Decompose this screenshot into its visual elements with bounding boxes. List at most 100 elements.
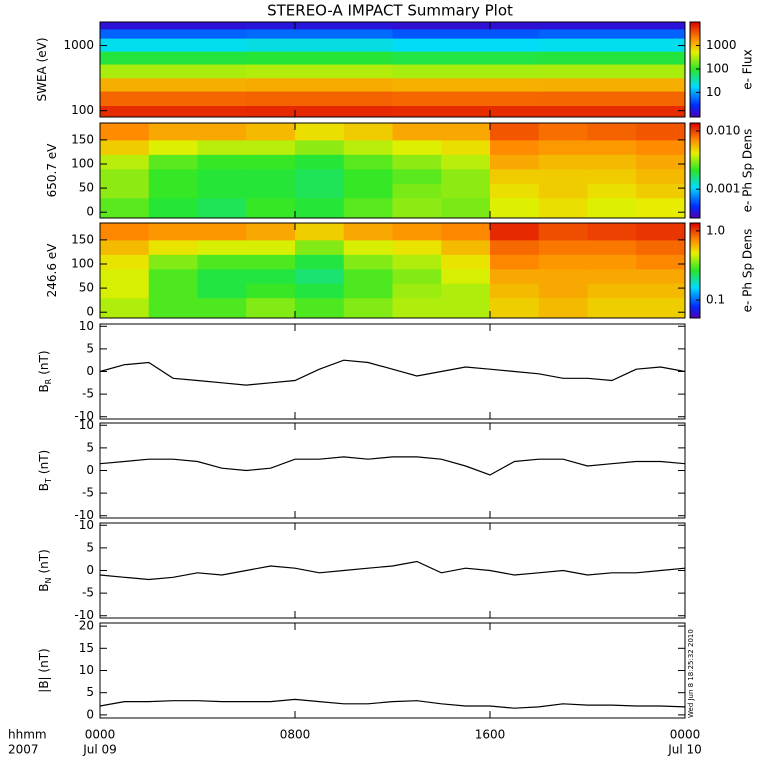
data-line xyxy=(99,560,686,581)
heatmap-cell xyxy=(538,28,686,39)
heatmap-cell xyxy=(148,283,198,299)
heatmap-cell xyxy=(538,268,588,284)
heatmap-cell xyxy=(392,254,442,270)
heatmap-cell xyxy=(148,139,198,155)
heatmap-cell xyxy=(246,22,393,30)
heatmap-cell xyxy=(490,239,540,255)
heatmap-cell xyxy=(148,168,198,184)
y-axis-label: BR (nT) xyxy=(37,350,54,392)
heatmap-cell xyxy=(441,239,491,255)
data-line xyxy=(99,359,686,386)
heatmap-cell xyxy=(246,139,296,155)
y-tick-label: -5 xyxy=(82,486,94,500)
y-axis-label-sub: T xyxy=(44,478,53,484)
heatmap-cell xyxy=(343,168,393,184)
y-tick-label: 100 xyxy=(71,103,94,117)
heatmap-cell xyxy=(587,254,637,270)
x-tick-label: 0000 xyxy=(85,728,116,742)
heatmap-cell xyxy=(148,154,198,170)
heatmap-cell xyxy=(246,197,296,219)
y-axis-label: BT (nT) xyxy=(37,450,54,491)
heatmap-cell xyxy=(538,77,686,92)
heatmap-cell xyxy=(538,239,588,255)
heatmap-cell xyxy=(538,197,588,219)
heatmap-cell xyxy=(295,183,345,199)
heatmap-cell xyxy=(148,223,198,241)
y-axis-label: SWEA (eV) xyxy=(35,37,49,101)
heatmap-cell xyxy=(441,268,491,284)
y-tick-label: -5 xyxy=(82,586,94,600)
heatmap-cell xyxy=(587,197,637,219)
heatmap-cell xyxy=(148,297,198,319)
heatmap-cell xyxy=(538,297,588,319)
colorbar-label: e- Ph Sp Dens xyxy=(741,129,755,213)
colorbar-tick-label: 0.1 xyxy=(706,293,725,307)
heatmap-cell xyxy=(441,139,491,155)
heatmap-cell xyxy=(343,197,393,219)
heatmap-cell xyxy=(343,254,393,270)
heatmap-cell xyxy=(295,283,345,299)
colorbar xyxy=(689,21,701,118)
heatmap-cell xyxy=(100,38,247,52)
heatmap-cell xyxy=(246,168,296,184)
heatmap-cell xyxy=(392,22,540,30)
heatmap-cell xyxy=(197,154,247,170)
panel-frame xyxy=(99,21,686,118)
heatmap-cell xyxy=(587,239,637,255)
colorbar-tick-label: 1000 xyxy=(706,38,737,52)
heatmap-cell xyxy=(295,154,345,170)
heatmap-cell xyxy=(392,154,442,170)
heatmap-cell xyxy=(100,254,150,270)
data-line xyxy=(99,698,686,709)
heatmap-cell xyxy=(100,139,150,155)
heatmap-cell xyxy=(490,139,540,155)
x-tick-label: 0000 xyxy=(670,728,701,742)
heatmap-cell xyxy=(197,297,247,319)
heatmap-cell xyxy=(636,239,686,255)
heatmap-cell xyxy=(636,139,686,155)
heatmap-cell xyxy=(490,297,540,319)
y-tick-label: 0 xyxy=(86,305,94,319)
heatmap-cell xyxy=(538,183,588,199)
y-tick-label: 1000 xyxy=(63,38,94,52)
heatmap-cell xyxy=(490,183,540,199)
y-tick-label: 5 xyxy=(86,685,94,699)
heatmap-cell xyxy=(587,123,637,141)
heatmap-cell xyxy=(636,297,686,319)
heatmap-cell xyxy=(538,168,588,184)
heatmap-cell xyxy=(441,297,491,319)
heatmap-cell xyxy=(636,254,686,270)
heatmap-cell xyxy=(148,123,198,141)
heatmap-cell xyxy=(343,283,393,299)
heatmap-cell xyxy=(392,197,442,219)
heatmap-cell xyxy=(100,154,150,170)
heatmap-cell xyxy=(538,64,686,79)
heatmap-cell xyxy=(392,239,442,255)
y-axis-label: |B| (nT) xyxy=(37,648,51,692)
heatmap-cell xyxy=(246,77,393,92)
heatmap-cell xyxy=(100,28,247,39)
heatmap-cell xyxy=(246,28,393,39)
y-tick-label: 0 xyxy=(86,563,94,577)
heatmap-cell xyxy=(343,297,393,319)
heatmap-cell xyxy=(246,51,393,65)
y-tick-label: 100 xyxy=(71,256,94,270)
heatmap-cell xyxy=(295,123,345,141)
y-tick-label: 15 xyxy=(79,641,94,655)
y-axis-label: 246.6 eV xyxy=(45,243,59,298)
heatmap-cell xyxy=(295,139,345,155)
y-axis-label-sub: N xyxy=(44,578,53,584)
time-axis-label: hhmm xyxy=(8,728,47,742)
heatmap-cell xyxy=(392,297,442,319)
heatmap-cell xyxy=(246,297,296,319)
heatmap-cell xyxy=(100,283,150,299)
heatmap-cell xyxy=(197,268,247,284)
heatmap-cell xyxy=(295,223,345,241)
heatmap-cell xyxy=(392,183,442,199)
heatmap-cell xyxy=(490,154,540,170)
heatmap-cell xyxy=(538,283,588,299)
heatmap-cell xyxy=(587,297,637,319)
y-axis-label: 650.7 eV xyxy=(45,143,59,198)
heatmap-cell xyxy=(441,283,491,299)
